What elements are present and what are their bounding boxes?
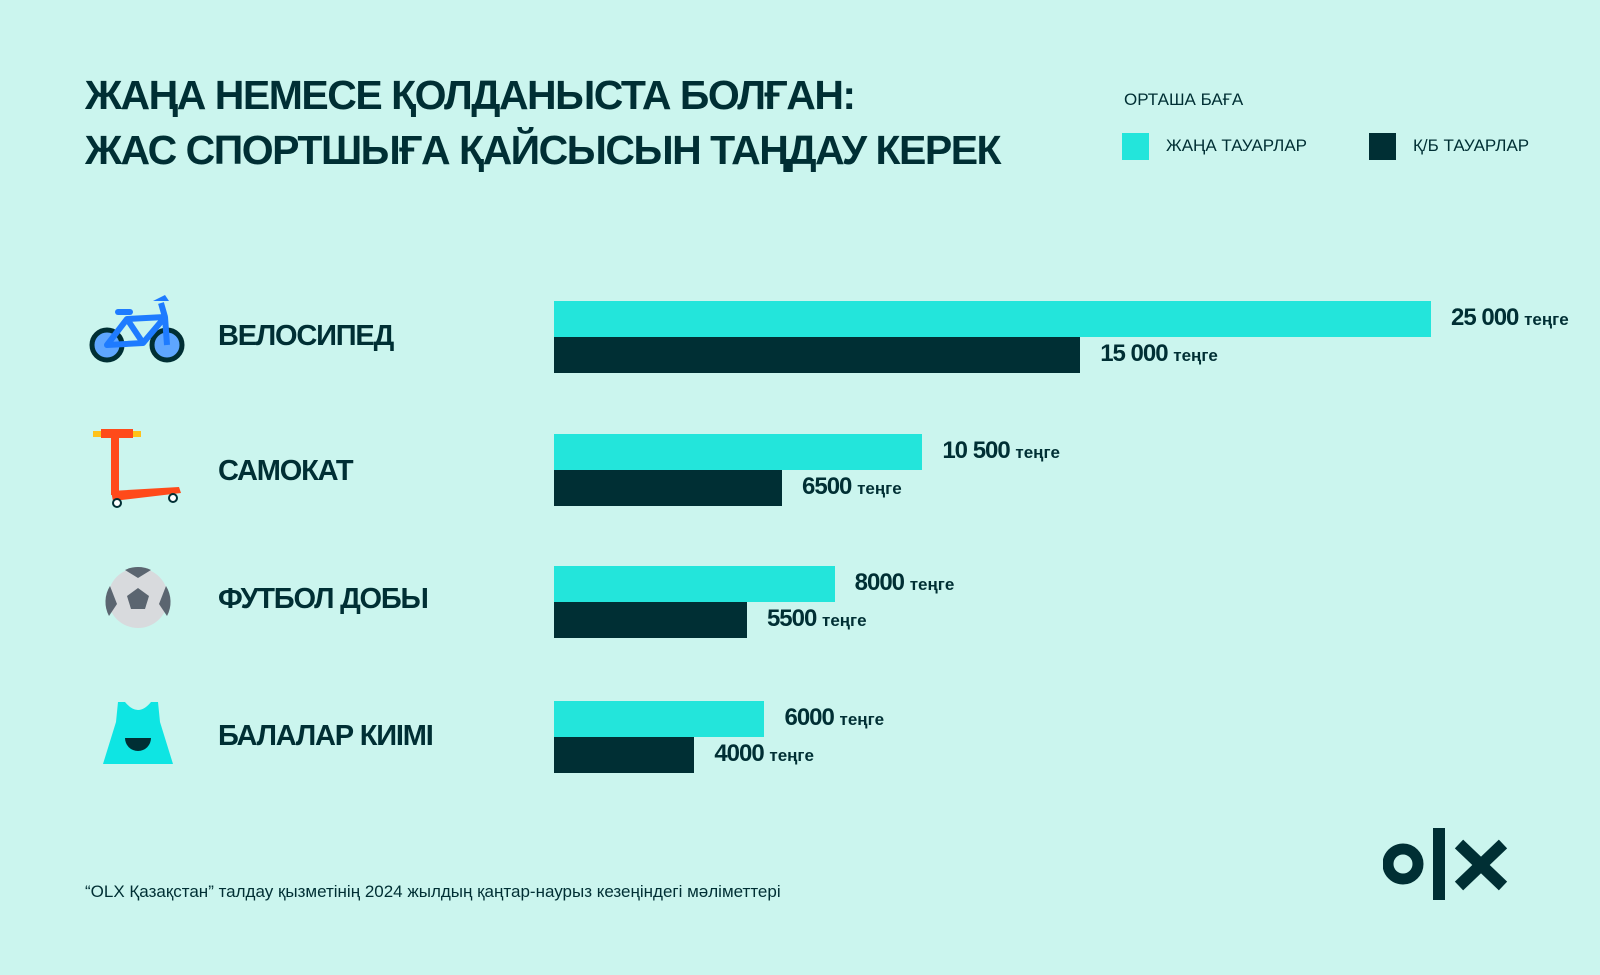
value-number: 4000 — [714, 740, 770, 767]
scooter-icon — [93, 429, 181, 508]
value-number: 25 000 — [1451, 304, 1525, 331]
footnote: “OLX Қазақстан” талдау қызметінің 2024 ж… — [85, 882, 781, 901]
soccer-ball-icon — [105, 567, 171, 628]
bar-used — [554, 737, 695, 773]
chart-title: ЖАҢА НЕМЕСЕ ҚОЛДАНЫСТА БОЛҒАН: ЖАС СПОРТ… — [85, 68, 1002, 178]
value-number: 15 000 — [1100, 340, 1174, 367]
value-label: 6500 теңге — [802, 473, 902, 501]
bar-new — [554, 434, 923, 470]
value-unit: теңге — [1015, 443, 1060, 462]
bar-used — [554, 337, 1081, 373]
category-label: ВЕЛОСИПЕД — [218, 320, 394, 352]
value-label: 15 000 теңге — [1100, 340, 1218, 368]
value-label: 8000 теңге — [855, 569, 955, 597]
value-number: 10 500 — [942, 437, 1016, 464]
bar-new — [554, 566, 835, 602]
category-label: ФУТБОЛ ДОБЫ — [218, 583, 429, 615]
value-unit: теңге — [909, 575, 955, 594]
value-label: 5500 теңге — [767, 605, 867, 633]
value-unit: теңге — [857, 479, 902, 498]
legend-swatch-new — [1122, 133, 1149, 160]
value-unit: теңге — [769, 746, 814, 765]
category-label: БАЛАЛАР КИІМІ — [218, 720, 434, 752]
bar-used — [554, 470, 783, 506]
value-number: 6000 — [784, 704, 840, 731]
bar-used — [554, 602, 747, 638]
category-label: САМОКАТ — [218, 455, 354, 487]
legend-label-new: ЖАҢА ТАУАРЛАР — [1166, 136, 1308, 155]
title-line-1: ЖАҢА НЕМЕСЕ ҚОЛДАНЫСТА БОЛҒАН: — [85, 72, 856, 118]
legend-heading: ОРТАША БАҒА — [1124, 90, 1244, 109]
bar-new — [554, 701, 765, 737]
value-number: 6500 — [802, 473, 858, 500]
kids-clothes-icon — [103, 702, 173, 764]
value-label: 6000 теңге — [784, 704, 884, 732]
bar-new — [554, 301, 1431, 337]
value-label: 25 000 теңге — [1451, 304, 1569, 332]
legend-label-used: Қ/Б ТАУАРЛАР — [1413, 136, 1530, 155]
value-number: 8000 — [854, 569, 910, 596]
title-line-2: ЖАС СПОРТШЫҒА ҚАЙСЫСЫН ТАҢДАУ КЕРЕК — [85, 127, 1002, 173]
value-label: 4000 теңге — [714, 740, 814, 768]
bicycle-icon — [89, 295, 185, 363]
legend-swatch-used — [1369, 133, 1396, 160]
value-unit: теңге — [1524, 310, 1569, 329]
value-unit: теңге — [839, 710, 885, 729]
value-number: 5500 — [766, 605, 822, 632]
value-unit: теңге — [1173, 346, 1218, 365]
value-unit: теңге — [822, 611, 867, 630]
olx-logo — [1383, 828, 1508, 900]
value-label: 10 500 теңге — [942, 437, 1060, 465]
